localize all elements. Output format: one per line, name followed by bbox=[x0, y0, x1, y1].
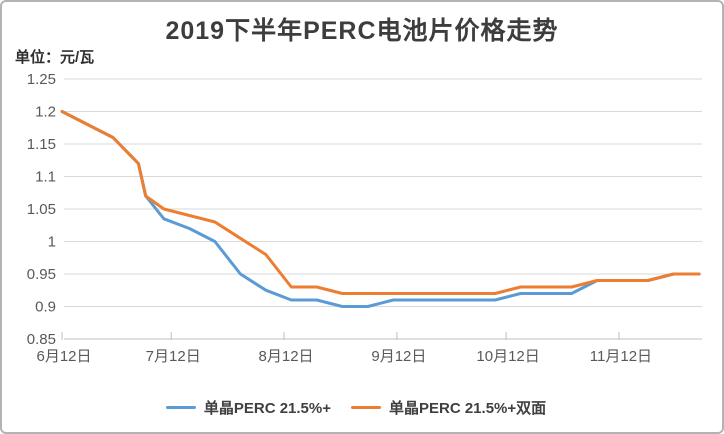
y-tick-label: 1.1 bbox=[35, 169, 56, 186]
y-tick-label: 1.2 bbox=[35, 104, 56, 121]
x-tick-label: 11月12日 bbox=[590, 348, 652, 365]
y-tick-label: 0.85 bbox=[27, 331, 56, 348]
x-tick-label: 7月12日 bbox=[146, 348, 201, 365]
legend-swatch-mono-perc-bifacial bbox=[351, 406, 381, 409]
series-line-1 bbox=[60, 110, 701, 295]
legend-label-mono-perc-bifacial: 单晶PERC 21.5%+双面 bbox=[389, 400, 547, 417]
legend: 单晶PERC 21.5%+ 单晶PERC 21.5%+双面 bbox=[2, 397, 722, 418]
x-tick-label: 6月12日 bbox=[36, 348, 91, 365]
unit-label: 单位：元/瓦 bbox=[15, 49, 95, 66]
series-line-0 bbox=[60, 110, 701, 308]
y-tick-label: 1.05 bbox=[27, 201, 56, 218]
x-tick-label: 9月12日 bbox=[371, 348, 426, 365]
y-tick-label: 0.9 bbox=[35, 299, 56, 316]
x-tick-label: 10月12日 bbox=[476, 348, 539, 365]
legend-swatch-mono-perc bbox=[165, 406, 196, 409]
y-tick-label: 1 bbox=[48, 234, 56, 251]
chart-title: 2019下半年PERC电池片价格走势 bbox=[165, 17, 559, 45]
y-tick-label: 0.95 bbox=[27, 266, 56, 283]
legend-label-mono-perc: 单晶PERC 21.5%+ bbox=[203, 400, 331, 417]
y-tick-label: 1.15 bbox=[27, 136, 56, 153]
x-tick-label: 8月12日 bbox=[259, 348, 314, 365]
y-tick-label: 1.25 bbox=[27, 71, 56, 88]
